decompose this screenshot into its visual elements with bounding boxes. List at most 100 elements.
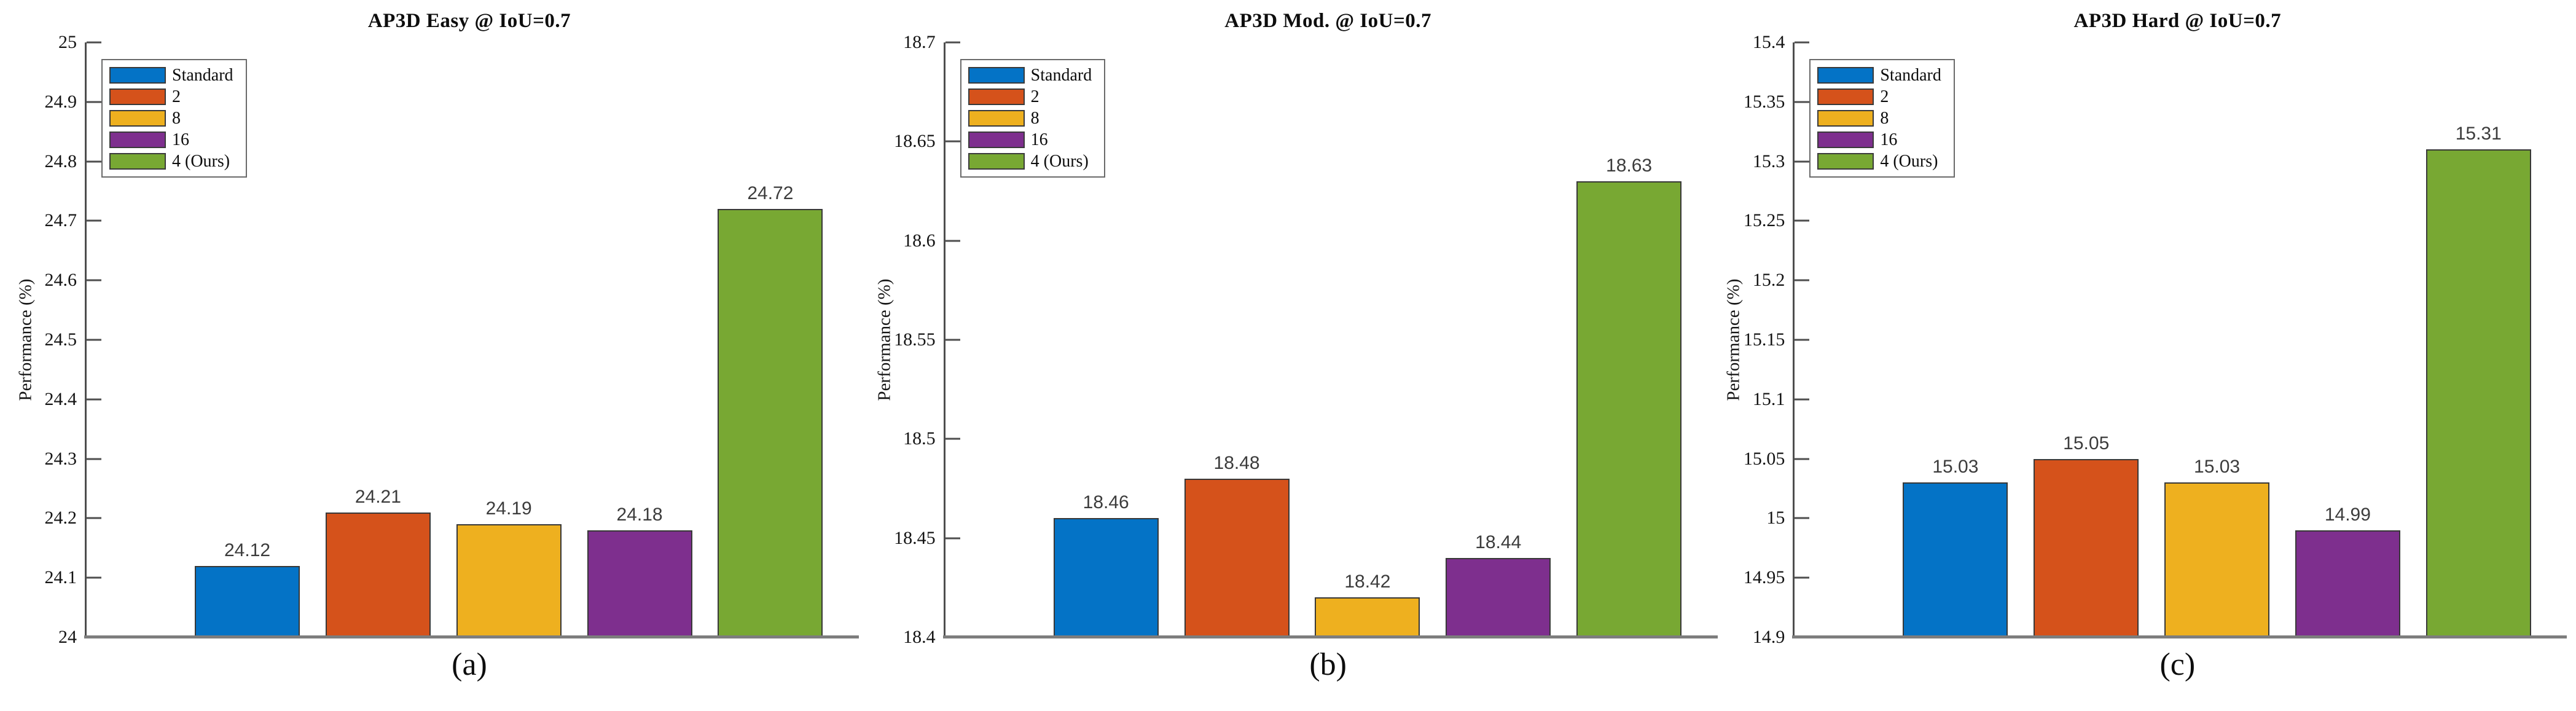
legend-swatch [1817,67,1874,84]
y-tick-label: 18.45 [894,527,936,548]
y-tick [945,240,960,242]
y-tick [87,279,101,281]
plot-area: 18.4 18.45 18.5 18.55 18.6 18.65 18.7 18.46 18.… [894,33,1718,646]
legend-label: 2 [1030,87,1039,106]
y-tick [87,517,101,519]
legend-item: 4 (Ours) [968,152,1092,170]
y-tick [1795,279,1810,281]
y-tick-label: 24.8 [44,151,77,171]
bar-4-ours: 18.63 [1576,155,1682,637]
plot-area: 14.9 14.95 15 15.05 15.1 15.15 15.2 15.25 15.3 15… [1744,33,2567,646]
y-tick [1795,458,1810,460]
bar-value-label: 18.46 [1082,492,1129,513]
legend-item: 2 [968,88,1092,106]
bar-value-label: 24.18 [616,504,663,525]
legend-item: 16 [968,131,1092,149]
bar-2: 24.21 [325,487,431,637]
chart-title: AP3D Easy @ IoU=0.7 [367,10,571,32]
legend-label: 8 [1030,109,1039,128]
bar-2: 15.05 [2034,433,2139,637]
bar-value-label: 18.42 [1344,572,1391,592]
legend-label: 2 [1880,87,1889,106]
y-tick-label: 18.55 [894,329,936,350]
bar-value-label: 18.48 [1213,452,1260,473]
y-tick [87,41,101,44]
bar-8: 15.03 [2164,457,2270,637]
legend-label: Standard [1030,66,1092,85]
bar-16: 24.18 [587,505,692,637]
y-tick [87,101,101,103]
y-tick-label: 18.5 [903,428,936,449]
chart-title: AP3D Hard @ IoU=0.7 [2073,10,2282,32]
y-tick [945,41,960,44]
y-tick-label: 25 [58,32,77,52]
legend-swatch [968,88,1025,105]
bar-value-label: 24.21 [354,486,401,507]
y-tick-label: 15.3 [1752,151,1785,171]
y-tick [1795,398,1810,401]
y-tick [1795,101,1810,103]
legend-swatch [109,88,166,105]
bar-value-label: 15.03 [1932,457,1979,477]
legend-swatch [968,132,1025,148]
bar-8: 18.42 [1315,572,1420,637]
y-tick-label: 15.4 [1752,32,1785,52]
y-tick [945,438,960,440]
legend-item: 2 [109,88,233,106]
y-tick [87,219,101,222]
legend-item: 4 (Ours) [1817,152,1941,170]
legend-swatch [109,110,166,127]
y-tick-label: 18.6 [903,230,936,251]
legend-swatch [1817,110,1874,127]
y-tick [1795,160,1810,163]
plot-area: 24 24.1 24.2 24.3 24.4 24.5 24.6 24.7 24.8 24.9 25… [45,33,859,646]
y-tick-label: 14.9 [1752,627,1785,647]
legend-swatch [1817,132,1874,148]
y-tick-label: 24.9 [44,91,77,112]
subplot-caption: (c) [2159,647,2196,682]
y-tick [945,140,960,143]
legend-label: 16 [1880,130,1898,149]
legend-label: 16 [1030,130,1048,149]
legend-label: Standard [1880,66,1941,85]
y-tick [87,458,101,460]
legend-swatch [109,67,166,84]
legend-item: Standard [1817,66,1941,84]
y-tick [1795,576,1810,579]
y-tick [87,398,101,401]
y-tick-label: 15.1 [1752,388,1785,409]
legend-item: 8 [968,109,1092,127]
y-tick [945,339,960,341]
legend: Standard 2 8 16 4 (Ours) [101,59,247,178]
y-axis-line [943,42,945,637]
legend-label: 4 (Ours) [172,152,230,171]
bar-standard: 24.12 [195,540,300,637]
legend-swatch [1817,88,1874,105]
y-tick [1795,339,1810,341]
y-tick [945,537,960,540]
y-tick-label: 18.7 [903,32,936,52]
bar-standard: 18.46 [1053,492,1159,637]
y-tick-label: 24.7 [44,210,77,231]
legend-label: 4 (Ours) [1030,152,1089,171]
x-axis-line [1792,635,2567,638]
y-axis-label: Performance (%) [1723,278,1744,401]
y-tick [87,160,101,163]
legend: Standard 2 8 16 4 (Ours) [1809,59,1955,178]
y-tick [1795,517,1810,519]
legend-label: 8 [1880,109,1889,128]
subplot-caption: (a) [452,647,487,682]
chart-ap3d-easy: AP3D Easy @ IoU=0.7 Performance (%) 24 24… [0,0,859,711]
y-tick-label: 24.2 [44,508,77,528]
y-tick-label: 14.95 [1743,567,1785,588]
bar-value-label: 24.12 [224,540,271,560]
bar-16: 14.99 [2295,505,2400,637]
chart-ap3d-hard: AP3D Hard @ IoU=0.7 Performance (%) 14.9… [1717,0,2576,711]
legend-item: 16 [109,131,233,149]
bar-value-label: 24.19 [485,498,532,519]
y-tick-label: 24.4 [44,388,77,409]
y-axis-line [1793,42,1795,637]
bar-value-label: 15.05 [2063,433,2110,454]
y-tick-label: 15.25 [1743,210,1785,231]
legend-item: 16 [1817,131,1941,149]
